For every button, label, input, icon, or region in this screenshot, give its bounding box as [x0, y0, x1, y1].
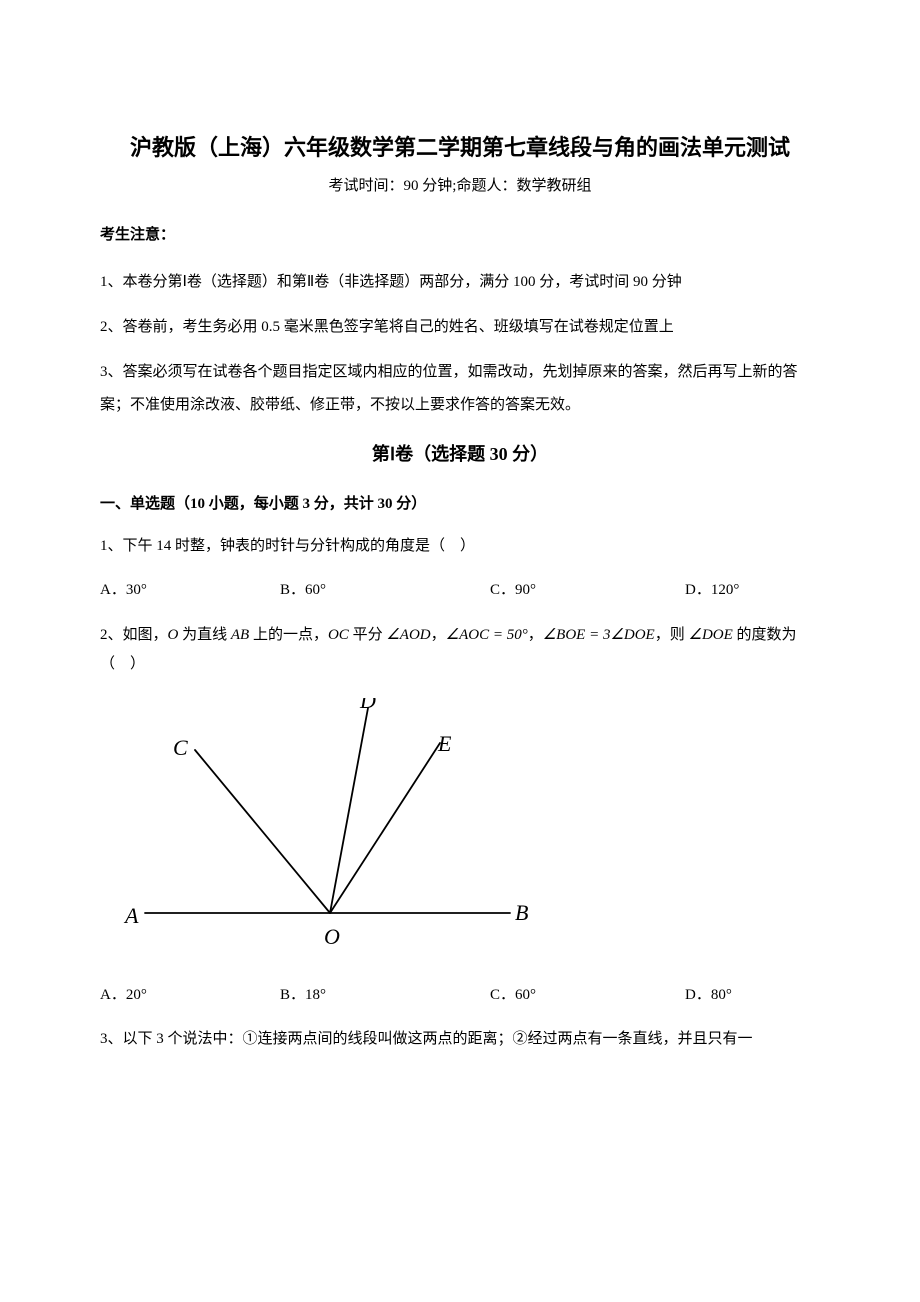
notice-heading: 考生注意： — [100, 223, 820, 244]
q2-option-a: A．20° — [100, 983, 280, 1004]
q2-t3: 平分 — [349, 627, 387, 643]
q2-t5: ， — [528, 627, 543, 643]
notice-item-2: 2、答卷前，考生务必用 0.5 毫米黑色签字笔将自己的姓名、班级填写在试卷规定位… — [100, 311, 820, 344]
exam-subtitle: 考试时间：90 分钟;命题人：数学教研组 — [100, 174, 820, 195]
q2-angle-boe: ∠BOE = 3∠DOE — [543, 627, 655, 643]
question-1-options: A．30° B．60° C．90° D．120° — [100, 578, 820, 599]
q2-t2: 上的一点， — [249, 627, 328, 643]
q2-var-ab: AB — [231, 627, 249, 643]
question-3: 3、以下 3 个说法中：①连接两点间的线段叫做这两点的距离；②经过两点有一条直线… — [100, 1026, 820, 1053]
q2-angle-aoc: ∠AOC = 50° — [446, 627, 528, 643]
q2-angle-doe: ∠DOE — [689, 627, 733, 643]
exam-title: 沪教版（上海）六年级数学第二学期第七章线段与角的画法单元测试 — [100, 130, 820, 162]
question-2-diagram: A B C D E O — [110, 698, 820, 953]
q2-var-oc: OC — [328, 627, 349, 643]
question-1: 1、下午 14 时整，钟表的时针与分针构成的角度是（ ） — [100, 533, 820, 560]
q1-option-a: A．30° — [100, 578, 280, 599]
svg-text:C: C — [173, 735, 188, 760]
question-2: 2、如图，O 为直线 AB 上的一点，OC 平分 ∠AOD，∠AOC = 50°… — [100, 621, 820, 678]
q2-angle-aod: ∠AOD — [386, 627, 430, 643]
svg-text:A: A — [123, 903, 139, 928]
q1-option-b: B．60° — [280, 578, 490, 599]
notice-item-3: 3、答案必须写在试卷各个题目指定区域内相应的位置，如需改动，先划掉原来的答案，然… — [100, 356, 820, 422]
geometry-diagram-icon: A B C D E O — [110, 698, 540, 948]
q2-option-d: D．80° — [685, 983, 820, 1004]
q2-option-c: C．60° — [490, 983, 685, 1004]
svg-text:D: D — [359, 698, 376, 713]
subsection-heading: 一、单选题（10 小题，每小题 3 分，共计 30 分） — [100, 492, 820, 513]
q1-option-d: D．120° — [685, 578, 820, 599]
svg-text:E: E — [437, 731, 452, 756]
notice-item-1: 1、本卷分第Ⅰ卷（选择题）和第Ⅱ卷（非选择题）两部分，满分 100 分，考试时间… — [100, 266, 820, 299]
q1-option-c: C．90° — [490, 578, 685, 599]
q2-var-o: O — [168, 627, 179, 643]
q2-t1: 为直线 — [178, 627, 231, 643]
q2-option-b: B．18° — [280, 983, 490, 1004]
section-1-heading: 第Ⅰ卷（选择题 30 分） — [100, 440, 820, 466]
svg-text:B: B — [515, 900, 528, 925]
svg-text:O: O — [324, 924, 340, 948]
q2-t6: ，则 — [655, 627, 689, 643]
q2-prefix: 2、如图， — [100, 627, 168, 643]
question-2-options: A．20° B．18° C．60° D．80° — [100, 983, 820, 1004]
q2-t4: ， — [431, 627, 446, 643]
